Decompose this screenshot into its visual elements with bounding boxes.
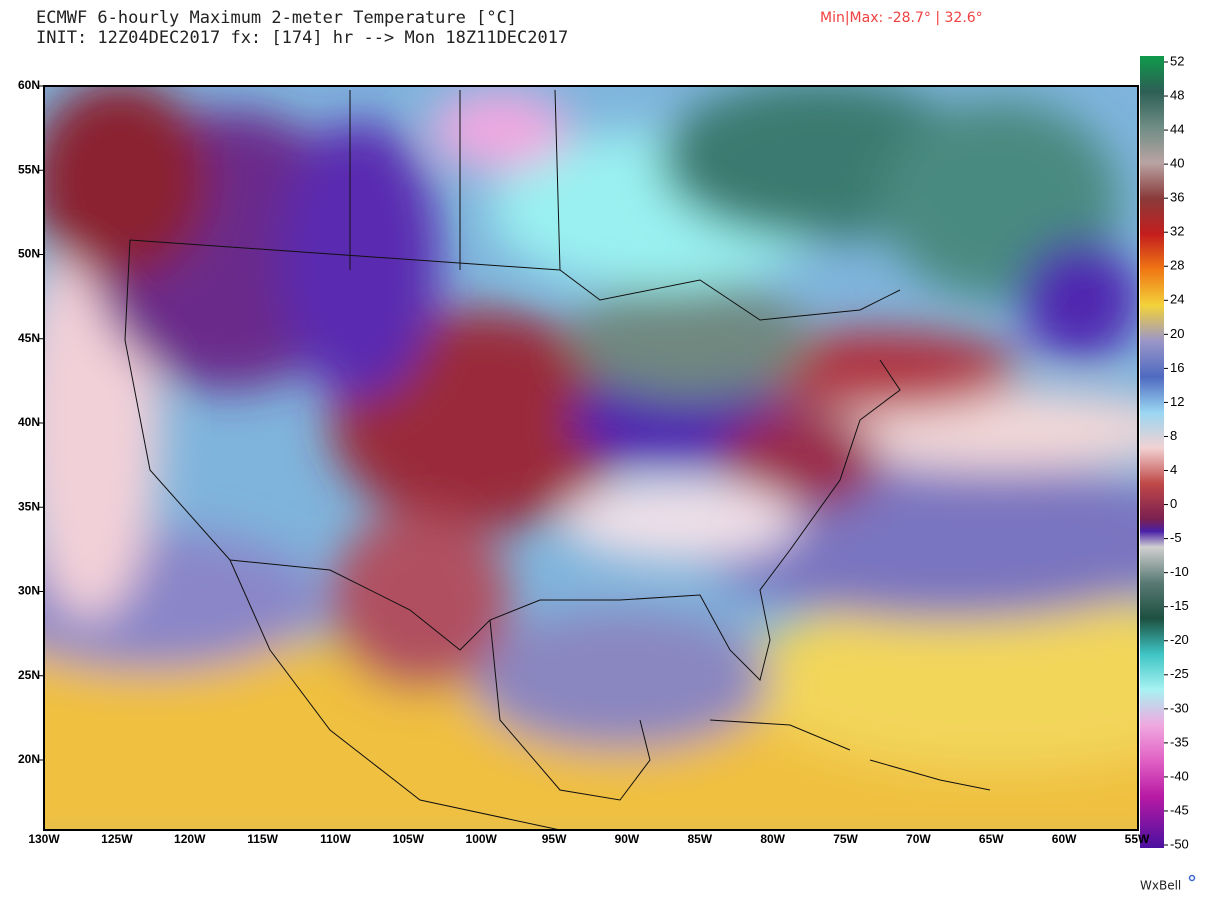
lat-label: 60N <box>18 78 40 92</box>
lon-label: 125W <box>101 832 133 846</box>
lon-label: 120W <box>174 832 206 846</box>
lon-label: 60W <box>1052 832 1077 846</box>
lon-label: 70W <box>906 832 931 846</box>
credit-icon <box>1188 874 1196 882</box>
lat-label: 20N <box>18 752 40 766</box>
colorbar-label: -15 <box>1170 598 1189 613</box>
lon-label: 130W <box>28 832 60 846</box>
lon-label: 95W <box>542 832 567 846</box>
colorbar-label: 12 <box>1170 394 1184 409</box>
colorbar-label: 4 <box>1170 462 1177 477</box>
colorbar-label: 0 <box>1170 496 1177 511</box>
colorbar-label: 16 <box>1170 360 1184 375</box>
colorbar-label: 52 <box>1170 53 1184 68</box>
lat-label: 50N <box>18 247 40 261</box>
lon-label: 115W <box>247 832 278 846</box>
title: ECMWF 6-hourly Maximum 2-meter Temperatu… <box>36 8 517 28</box>
temperature-field <box>44 86 1138 830</box>
min-max: Min|Max: -28.7° | 32.6° <box>820 10 983 26</box>
lon-label: 105W <box>393 832 425 846</box>
lat-label: 30N <box>18 584 40 598</box>
lon-label: 110W <box>320 832 351 846</box>
colorbar-label: 20 <box>1170 326 1184 341</box>
colorbar-label: 36 <box>1170 190 1184 205</box>
map-frame <box>43 85 1139 831</box>
colorbar-label: -10 <box>1170 564 1189 579</box>
lat-label: 45N <box>18 331 40 345</box>
colorbar-label: -20 <box>1170 632 1189 647</box>
subtitle: INIT: 12Z04DEC2017 fx: [174] hr --> Mon … <box>36 28 568 48</box>
lat-label: 25N <box>18 668 40 682</box>
lat-label: 40N <box>18 415 40 429</box>
colorbar-label: 40 <box>1170 156 1184 171</box>
colorbar-label: -45 <box>1170 802 1189 817</box>
colorbar-label: -35 <box>1170 734 1189 749</box>
lon-label: 80W <box>760 832 785 846</box>
colorbar-label: -30 <box>1170 700 1189 715</box>
lon-label: 100W <box>466 832 498 846</box>
colorbar-label: 32 <box>1170 224 1184 239</box>
colorbar-label: 48 <box>1170 87 1184 102</box>
colorbar-label: -25 <box>1170 666 1189 681</box>
labels: 60N 55N 50N 45N 40N 35N 30N 25N 20N 130W 125W 120W 1… <box>18 53 1189 851</box>
map-boundaries <box>124 89 991 831</box>
lon-label: 85W <box>687 832 712 846</box>
colorbar-label: 24 <box>1170 292 1184 307</box>
colorbar-label: 8 <box>1170 428 1177 443</box>
lon-label: 65W <box>979 832 1004 846</box>
lat-label: 35N <box>18 499 40 513</box>
credit: WxBell <box>1140 879 1181 893</box>
lon-label: 90W <box>615 832 640 846</box>
colorbar-label: 44 <box>1170 122 1184 137</box>
lon-label: 55W <box>1125 832 1150 846</box>
colorbar <box>1140 56 1164 848</box>
colorbar-label: -40 <box>1170 768 1189 783</box>
lon-label: 75W <box>833 832 858 846</box>
colorbar-label: 28 <box>1170 258 1184 273</box>
lat-label: 55N <box>18 162 40 176</box>
colorbar-label: -50 <box>1170 836 1189 851</box>
colorbar-label: -5 <box>1170 530 1182 545</box>
